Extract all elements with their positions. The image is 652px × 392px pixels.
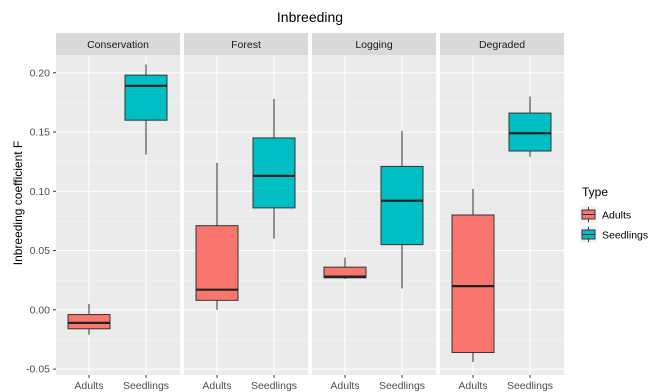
legend-title: Type [582,185,608,199]
x-tick-label: Seedlings [379,380,425,392]
box-seedlings [508,96,552,157]
facet-panel-conservation: Conservation Adults Seedlings [56,33,180,392]
facet-strip-label: Degraded [479,39,525,51]
facet-strip [440,33,564,55]
box-adults [323,257,367,279]
y-tick-label: 0.20 [30,67,51,79]
box-seedlings [124,64,168,155]
x-tick-label: Adults [202,380,231,392]
x-tick-label: Adults [458,380,487,392]
panel-background [184,55,308,375]
x-tick-label: Seedlings [251,380,297,392]
facet-panel-logging: Logging Adults Seedlings [312,33,436,392]
y-tick-label: 0.10 [30,186,51,198]
y-tick-label: 0.05 [30,245,51,257]
facet-strip [312,33,436,55]
interquartile-box [124,74,168,121]
x-tick-label: Adults [330,380,359,392]
box-seedlings [380,130,424,289]
legend-entry-seedlings: Seedlings [580,226,648,243]
box-seedlings [252,98,296,239]
interquartile-box [195,225,239,301]
y-tick-label: 0.00 [30,304,51,316]
legend-entry-adults: Adults [580,206,631,223]
legend-label: Seedlings [602,230,648,242]
facet-strip [184,33,308,55]
interquartile-box [67,314,111,330]
y-tick-label: -0.05 [26,364,50,376]
box-adults [195,162,239,310]
legend: Type Adults Seedlings [580,185,648,243]
facet-strip-label: Conservation [87,39,149,51]
interquartile-box [380,165,424,246]
y-axis-title: Inbreeding coefficient F [11,141,25,266]
y-tick-label: 0.15 [30,127,51,139]
box-adults [67,303,111,335]
facet-panels: Conservation Adults Seedlings Forest Adults S… [56,33,564,392]
interquartile-box [252,137,296,209]
y-axis: -0.05 0.00 0.05 0.10 0.15 0.20 [26,67,56,376]
facet-strip-label: Logging [355,39,393,51]
legend-label: Adults [602,210,631,222]
x-tick-label: Adults [74,380,103,392]
x-tick-label: Seedlings [507,380,553,392]
chart-title: Inbreeding [277,9,343,25]
facet-panel-forest: Forest Adults Seedlings [184,33,308,392]
facet-strip [56,33,180,55]
interquartile-box [451,214,495,353]
x-tick-label: Seedlings [123,380,169,392]
box-adults [451,188,495,362]
facet-strip-label: Forest [231,39,261,51]
facet-panel-degraded: Degraded Adults Seedlings [440,33,564,392]
interquartile-box [508,112,552,152]
interquartile-box [323,266,367,279]
